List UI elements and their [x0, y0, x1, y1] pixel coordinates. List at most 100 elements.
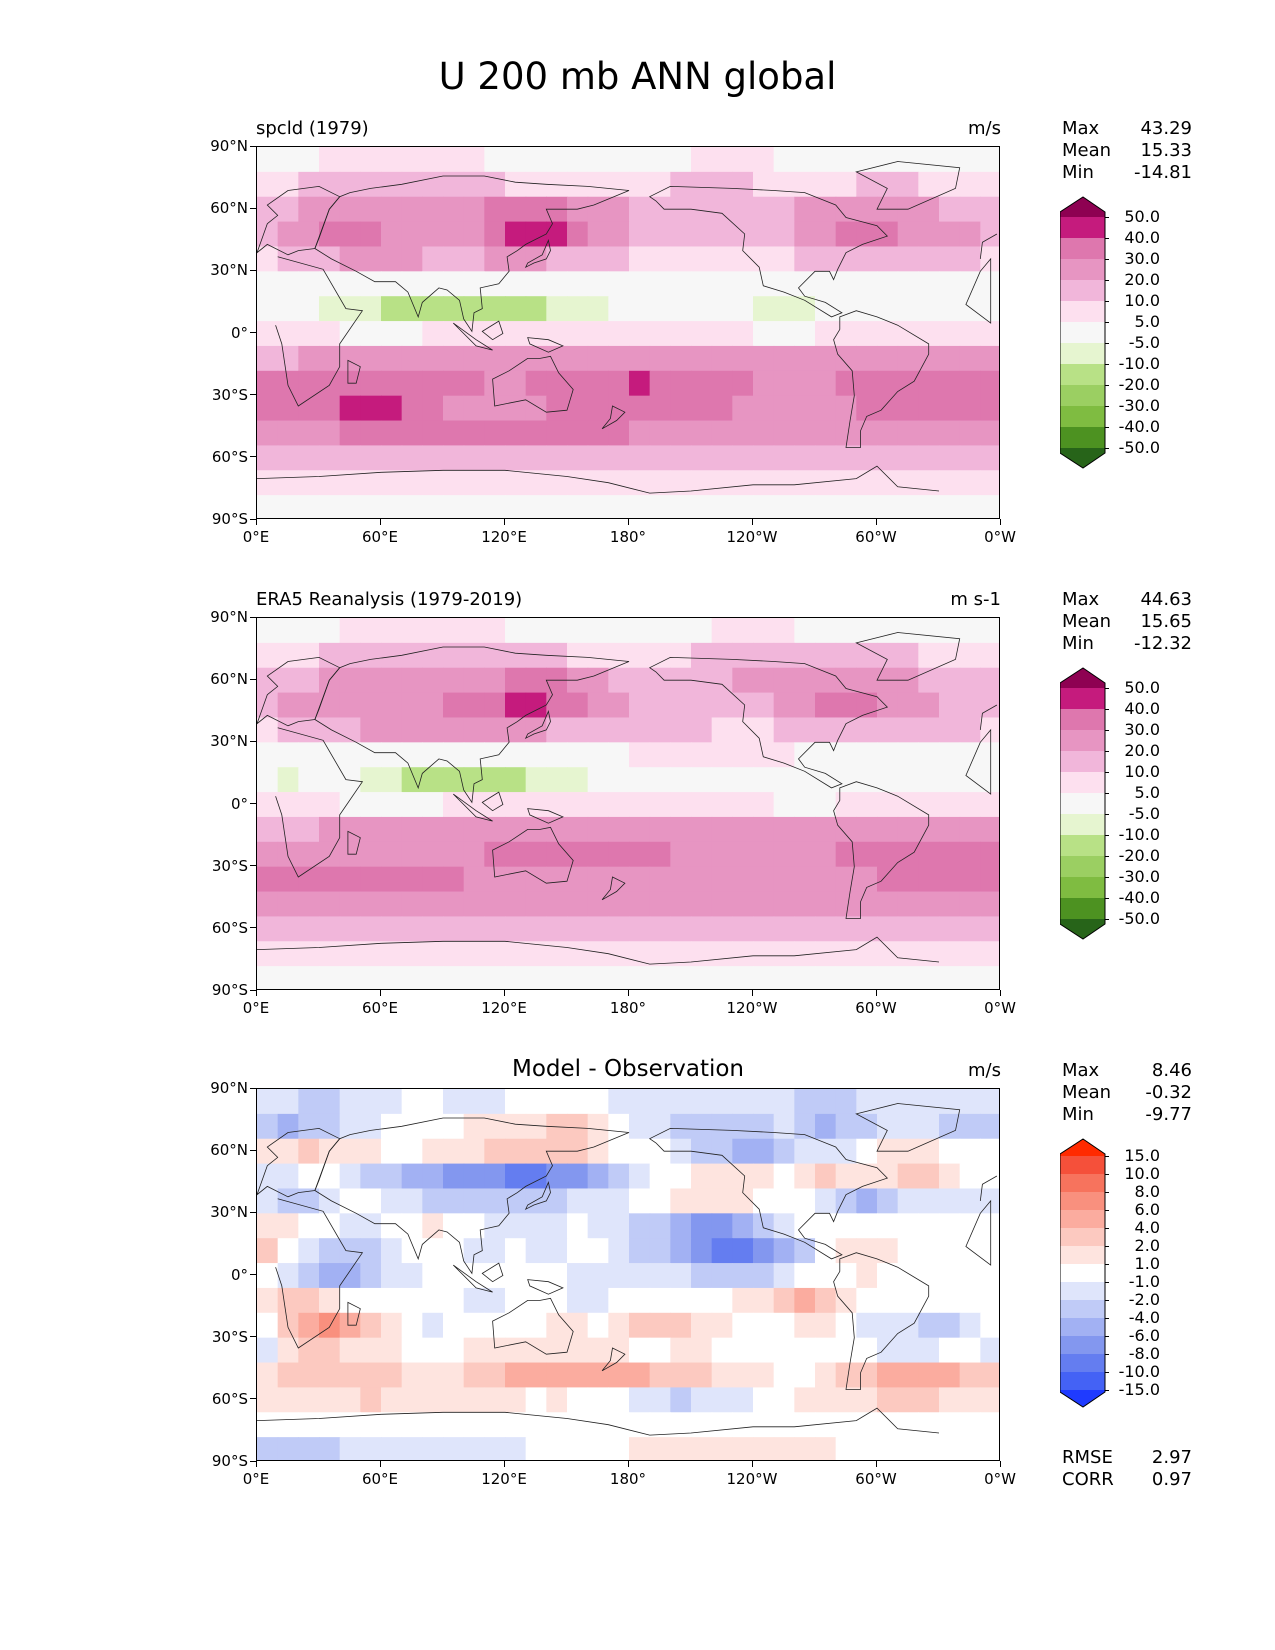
- colorbar-segment: [1060, 322, 1105, 344]
- field-cell: [918, 841, 940, 868]
- field-cell: [753, 941, 775, 967]
- colorbar-tick: [1105, 708, 1109, 710]
- field-cell: [608, 321, 630, 347]
- field-cell: [277, 941, 299, 967]
- colorbar-tick: [1105, 897, 1109, 899]
- field-cell: [815, 642, 837, 669]
- field-cell: [298, 692, 320, 719]
- field-cell: [856, 767, 878, 793]
- field-cell: [298, 196, 320, 223]
- field-cell: [691, 1163, 713, 1190]
- field-cell: [546, 1163, 568, 1190]
- field-cell: [381, 321, 403, 347]
- field-cell: [546, 1387, 568, 1413]
- field-cell: [298, 321, 320, 347]
- field-cell: [877, 866, 899, 893]
- field-cell: [484, 1287, 506, 1314]
- field-cell: [257, 866, 279, 893]
- field-cell: [753, 321, 775, 347]
- field-cell: [939, 717, 961, 743]
- field-cell: [691, 246, 713, 272]
- field-cell: [257, 816, 279, 843]
- lon-tick-label: 0°W: [984, 528, 1016, 546]
- field-cell: [691, 816, 713, 843]
- field-cell: [546, 916, 568, 942]
- field-cell: [319, 667, 341, 694]
- field-cell: [422, 1238, 444, 1264]
- field-cell: [546, 246, 568, 272]
- field-cell: [505, 171, 527, 198]
- colorbar-segment: [1060, 709, 1105, 731]
- field-cell: [959, 891, 981, 917]
- field-cell: [732, 1437, 754, 1460]
- field-cell: [629, 495, 651, 518]
- field-cell: [753, 221, 775, 248]
- field-cell: [649, 1263, 671, 1289]
- field-cell: [567, 1287, 589, 1314]
- field-cell: [629, 1437, 651, 1460]
- field-cell: [711, 1138, 733, 1165]
- colorbar-segment: [1060, 1372, 1105, 1391]
- field-cell: [918, 966, 940, 989]
- field-cell: [257, 1263, 279, 1289]
- field-cell: [339, 395, 361, 422]
- field-cell: [815, 1387, 837, 1413]
- field-cell: [959, 1113, 981, 1140]
- field-cell: [835, 1113, 857, 1140]
- field-cell: [753, 667, 775, 694]
- field-cell: [918, 618, 940, 644]
- field-cell: [463, 147, 485, 173]
- field-cell: [670, 742, 692, 768]
- field-cell: [546, 1362, 568, 1388]
- field-cell: [835, 717, 857, 743]
- field-cell: [691, 370, 713, 397]
- field-cell: [587, 196, 609, 223]
- field-cell: [815, 618, 837, 644]
- field-cell: [608, 1188, 630, 1214]
- field-cell: [711, 941, 733, 967]
- field-cell: [732, 816, 754, 843]
- field-cell: [484, 767, 506, 793]
- field-cell: [939, 370, 961, 397]
- field-cell: [381, 1238, 403, 1264]
- field-cell: [649, 692, 671, 719]
- field-cell: [525, 1113, 547, 1140]
- field-cell: [732, 1387, 754, 1413]
- field-cell: [959, 642, 981, 669]
- field-cell: [339, 321, 361, 347]
- field-cell: [298, 1387, 320, 1413]
- colorbar-segment: [1060, 919, 1105, 939]
- field-cell: [649, 1238, 671, 1264]
- field-cell: [711, 370, 733, 397]
- field-cell: [773, 792, 795, 818]
- field-cell: [794, 1312, 816, 1339]
- field-cell: [401, 642, 423, 669]
- field-cell: [794, 221, 816, 248]
- coastline: [524, 709, 551, 740]
- field-cell: [670, 1412, 692, 1438]
- field-cell: [298, 1287, 320, 1314]
- field-cell: [339, 816, 361, 843]
- field-cell: [401, 1412, 423, 1438]
- field-cell: [753, 296, 775, 322]
- field-cell: [567, 1163, 589, 1190]
- metric-rmse: 2.97: [1151, 1447, 1192, 1468]
- field-cell: [815, 1437, 837, 1460]
- field-cell: [422, 642, 444, 669]
- field-cell: [773, 667, 795, 694]
- field-cell: [939, 345, 961, 372]
- field-cell: [732, 1362, 754, 1388]
- field-cell: [877, 1213, 899, 1239]
- field-cell: [980, 1113, 999, 1140]
- field-cell: [463, 717, 485, 743]
- field-cell: [959, 792, 981, 818]
- field-cell: [794, 667, 816, 694]
- field-cell: [319, 717, 341, 743]
- field-cell: [732, 1238, 754, 1264]
- field-cell: [629, 470, 651, 496]
- field-cell: [939, 395, 961, 422]
- field-cell: [794, 916, 816, 942]
- field-cell: [691, 321, 713, 347]
- field-cell: [587, 692, 609, 719]
- field-cell: [670, 792, 692, 818]
